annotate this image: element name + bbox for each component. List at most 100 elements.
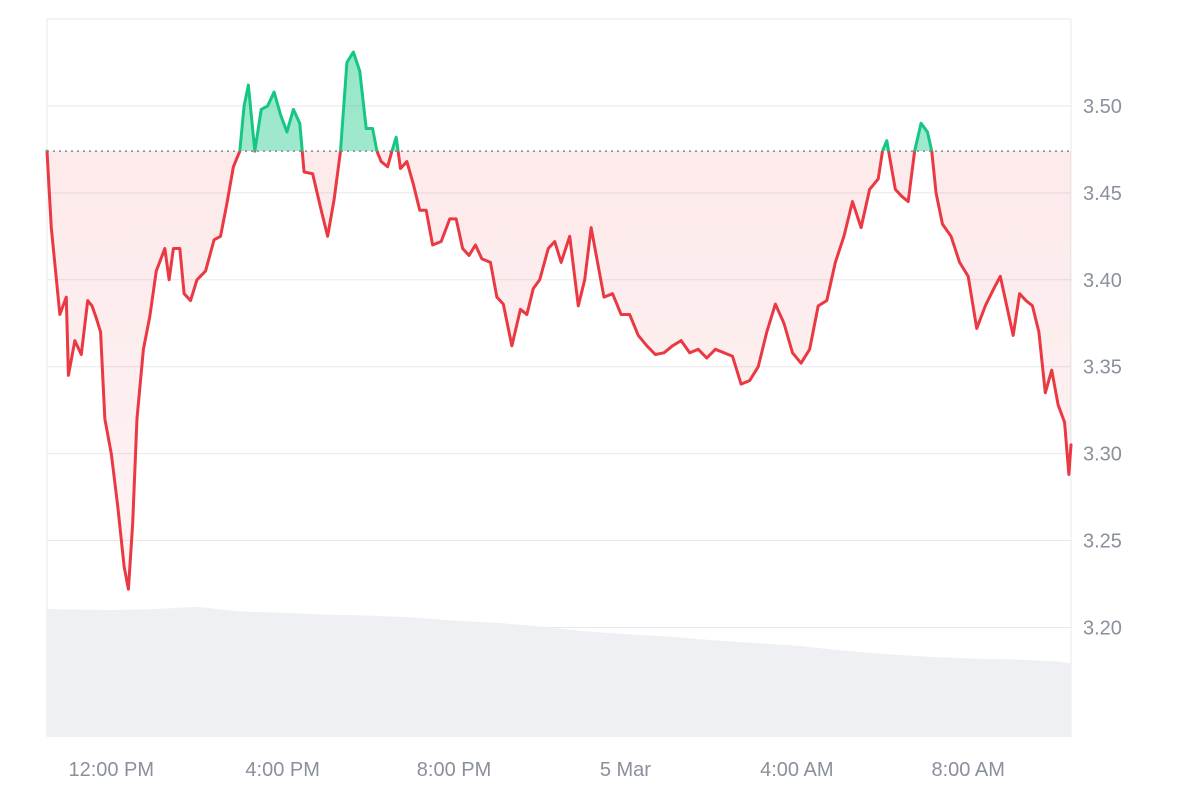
volume-bar (672, 637, 679, 737)
volume-bar (695, 639, 702, 737)
volume-bar (411, 617, 418, 737)
volume-bar (320, 614, 327, 737)
volume-bar (206, 608, 213, 737)
y-tick-label: 3.35 (1083, 357, 1122, 379)
volume-bar (934, 657, 941, 737)
volume-bar (888, 654, 895, 737)
volume-bar (109, 610, 116, 737)
volume-bar (587, 631, 594, 737)
volume-bar (439, 619, 446, 737)
volume-bar (974, 658, 981, 737)
volume-bar (75, 609, 82, 737)
volume-bar (120, 609, 127, 737)
volume-bar (576, 630, 583, 737)
volume-bar (502, 623, 509, 737)
volume-bar (81, 609, 88, 737)
volume-bar (115, 609, 122, 737)
volume-bar (547, 627, 554, 737)
volume-bar (877, 653, 884, 737)
volume-bar (837, 650, 844, 737)
volume-bar (194, 606, 201, 737)
volume-bar (325, 614, 332, 737)
volume-bar (354, 615, 361, 737)
volume-bar (894, 654, 901, 737)
volume-bar (632, 634, 639, 737)
y-tick-label: 3.40 (1083, 270, 1122, 292)
x-tick-label: 4:00 PM (245, 759, 319, 781)
volume-bar (866, 652, 873, 737)
price-line-above (45, 50, 934, 152)
volume-bar (917, 656, 924, 737)
volume-bar (394, 616, 401, 737)
volume-bar (968, 658, 975, 737)
volume-bar (445, 620, 452, 737)
volume-bar (1048, 661, 1055, 737)
volume-bar (257, 612, 264, 737)
volume-bar (155, 608, 162, 737)
volume-bar (1059, 662, 1066, 737)
volume-bar (923, 656, 930, 737)
volume-bar (854, 651, 861, 737)
volume-bar (957, 658, 964, 737)
volume-bar (559, 628, 565, 737)
volume-bar (513, 624, 520, 737)
volume-bar (797, 646, 804, 737)
volume-bar (183, 607, 190, 737)
volume-bar (496, 623, 503, 737)
volume-bar (189, 607, 196, 737)
volume-bar (297, 613, 304, 737)
volume-bar (741, 642, 748, 737)
volume-bar (541, 627, 548, 737)
price-line (45, 50, 1073, 591)
volume-bar (1014, 659, 1021, 737)
volume-bar (860, 652, 867, 737)
volume-bar (689, 638, 696, 737)
volume-bar (1019, 659, 1026, 737)
volume-bar (621, 634, 628, 737)
volume-bar (92, 609, 99, 737)
volume-bar (285, 613, 292, 737)
volume-bar (644, 635, 651, 737)
volume-bar (786, 645, 793, 737)
volume-bar (359, 615, 366, 737)
area-fill (47, 52, 1071, 590)
volume-bar (1065, 662, 1072, 737)
volume-bar (462, 621, 469, 737)
volume-bar (701, 639, 708, 737)
volume-bar (712, 640, 719, 737)
volume-bar (615, 633, 622, 737)
volume-bar (149, 609, 156, 737)
volume-bar (47, 609, 53, 737)
volume-bar (314, 614, 321, 737)
volume-bar (172, 608, 179, 737)
volume-bar (911, 655, 918, 737)
volume-bar (809, 647, 816, 737)
volume-bar (900, 655, 907, 737)
volume-bar (268, 612, 275, 737)
volume-bar (98, 609, 105, 737)
volume-bar (160, 608, 167, 737)
volume-bar (308, 614, 315, 737)
volume-bar (348, 615, 355, 737)
volume-bar (490, 622, 497, 737)
x-tick-label: 8:00 AM (931, 759, 1004, 781)
x-tick-label: 8:00 PM (417, 759, 491, 781)
volume-bars (47, 606, 1072, 737)
volume-bar (291, 613, 298, 737)
volume-bar (240, 611, 247, 737)
volume-bar (246, 611, 253, 737)
volume-bar (143, 609, 150, 737)
volume-bar (1002, 659, 1009, 737)
volume-bar (456, 620, 463, 737)
volume-bar (132, 609, 139, 737)
volume-bar (769, 644, 776, 737)
volume-bar (422, 618, 429, 737)
volume-bar (450, 620, 457, 737)
volume-bar (263, 612, 270, 737)
volume-bar (229, 610, 236, 737)
volume-bar (684, 638, 691, 737)
volume-bar (593, 632, 600, 737)
volume-bar (564, 629, 571, 737)
volume-bar (820, 648, 827, 737)
